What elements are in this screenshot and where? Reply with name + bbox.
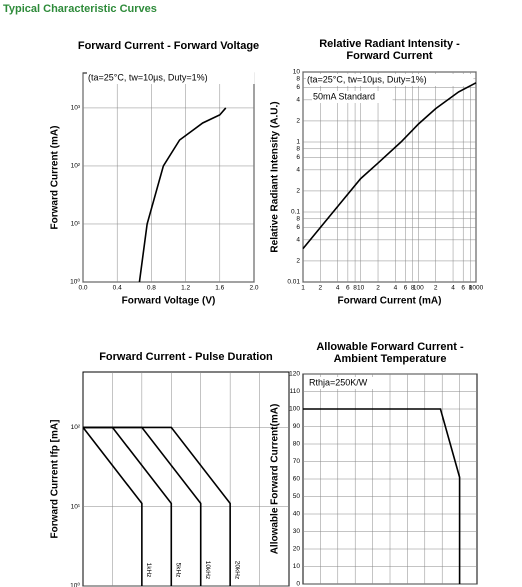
x-tick-label: 0.8 [147, 285, 156, 292]
x-tick-label: 4 [451, 285, 455, 292]
series-line [138, 107, 227, 283]
x-tick-label: 0.4 [113, 285, 122, 292]
y-tick-label: 10¹ [71, 221, 81, 228]
x-tick-label: 1.2 [181, 285, 190, 292]
y-tick-label: 2 [296, 188, 300, 195]
annotation: Rthja=250K/W [309, 377, 368, 387]
y-tick-label: 30 [293, 528, 301, 535]
x-tick-label: 8 [353, 285, 357, 292]
chart-title: Forward Current - Pulse Duration [99, 351, 273, 363]
y-tick-label: 60 [293, 476, 301, 483]
y-tick-label: 20 [293, 546, 301, 553]
chart-title: Forward Current [346, 50, 433, 62]
x-tick-label: 1.6 [215, 285, 224, 292]
x-tick-label: 2 [319, 285, 323, 292]
y-tick-label: 10³ [71, 105, 81, 112]
annotation: (ta=25°C, tw=10µs, Duty=1%) [307, 74, 427, 84]
y-tick-label: 8 [296, 216, 300, 223]
y-tick-label: 90 [293, 423, 301, 430]
y-tick-label: 80 [293, 441, 301, 448]
y-tick-label: 6 [296, 224, 300, 231]
series-line [82, 426, 143, 586]
x-tick-label: 4 [394, 285, 398, 292]
x-tick-label: 100 [413, 285, 424, 292]
y-tick-label: 10 [293, 69, 301, 76]
y-tick-label: 50 [293, 493, 301, 500]
x-axis-label: Forward Current (mA) [338, 296, 442, 307]
series-label: 20kHz [233, 561, 240, 579]
y-tick-label: 100 [289, 406, 300, 413]
y-axis-label: Relative Radiant Intensity (A.U.) [270, 101, 281, 252]
y-tick-label: 0.1 [291, 209, 300, 216]
y-axis-label: Forward Current Ifp [mA] [50, 420, 61, 539]
series-label: 5kHz [175, 563, 182, 578]
x-tick-label: 2.0 [249, 285, 258, 292]
x-tick-label: 10 [357, 285, 365, 292]
y-tick-label: 10⁰ [70, 582, 80, 587]
y-tick-label: 70 [293, 458, 301, 465]
chart-title: Ambient Temperature [334, 353, 447, 365]
x-tick-label: 6 [346, 285, 350, 292]
y-tick-label: 120 [289, 371, 300, 378]
page-title: Typical Characteristic Curves [3, 3, 157, 15]
y-tick-label: 2 [296, 258, 300, 265]
series-label: 10kHz [204, 561, 211, 579]
plot-frame [82, 72, 255, 283]
y-tick-label: 10² [71, 163, 81, 170]
annotation-bg [306, 74, 474, 86]
y-tick-label: 2 [296, 118, 300, 125]
chart-title: Relative Radiant Intensity - [319, 38, 460, 50]
y-axis-label: Forward Current (mA) [50, 126, 61, 230]
y-tick-label: 6 [296, 84, 300, 91]
y-tick-label: 40 [293, 511, 301, 518]
y-tick-label: 0 [296, 581, 300, 587]
x-tick-label: 6 [461, 285, 465, 292]
y-tick-label: 4 [296, 97, 300, 104]
x-tick-label: 8 [469, 285, 473, 292]
annotation-bg [308, 377, 383, 389]
y-tick-label: 10² [71, 424, 81, 431]
y-tick-label: 4 [296, 167, 300, 174]
y-tick-label: 8 [296, 146, 300, 153]
x-tick-label: 1 [301, 285, 305, 292]
annotation: 50mA Standard [313, 91, 375, 101]
y-tick-label: 10⁰ [70, 278, 80, 286]
annotation-bg [312, 91, 393, 103]
annotation-bg [87, 72, 255, 84]
series-line [303, 408, 461, 584]
chart-title: Forward Current - Forward Voltage [78, 40, 259, 52]
y-tick-label: 110 [290, 388, 301, 395]
y-tick-label: 1 [296, 139, 300, 146]
x-tick-label: 0.0 [78, 285, 87, 292]
y-tick-label: 4 [296, 237, 300, 244]
x-axis-label: Forward Voltage (V) [122, 296, 216, 307]
y-tick-label: 0.01 [287, 279, 300, 286]
x-tick-label: 2 [376, 285, 380, 292]
y-tick-label: 8 [296, 76, 300, 83]
plot-frame [302, 71, 477, 283]
annotation: (ta=25°C, tw=10µs, Duty=1%) [88, 72, 208, 82]
series-label: 1kHz [145, 563, 152, 578]
chart-title: Allowable Forward Current - [316, 341, 464, 353]
x-tick-label: 8 [411, 285, 415, 292]
x-tick-label: 4 [336, 285, 340, 292]
x-tick-label: 2 [434, 285, 438, 292]
y-tick-label: 10 [293, 563, 301, 570]
y-tick-label: 10¹ [71, 503, 81, 510]
y-tick-label: 6 [296, 154, 300, 161]
series-line [302, 82, 477, 250]
y-axis-label: Allowable Forward Current(mA) [270, 404, 281, 555]
x-tick-label: 1000 [469, 285, 484, 292]
series-line [83, 426, 231, 586]
x-tick-label: 6 [404, 285, 408, 292]
plot-frame [82, 371, 290, 587]
